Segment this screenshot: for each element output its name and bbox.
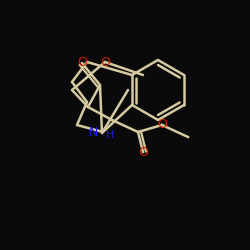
Text: O: O [157, 118, 167, 132]
Text: N: N [88, 126, 98, 140]
Text: H: H [106, 130, 114, 140]
Text: O: O [77, 56, 87, 70]
Text: O: O [100, 56, 110, 68]
Text: O: O [138, 146, 148, 158]
